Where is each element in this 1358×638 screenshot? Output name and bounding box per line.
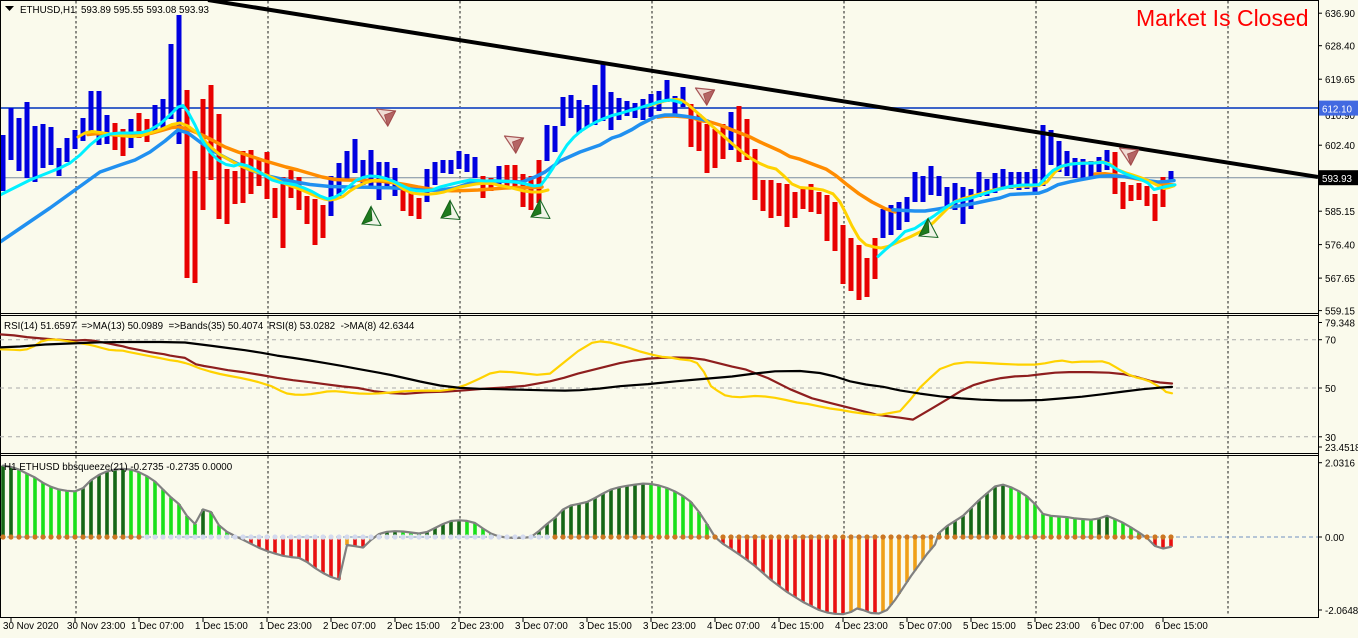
svg-text:1 Dec 23:00: 1 Dec 23:00 [259, 621, 312, 632]
svg-text:1 Dec 15:00: 1 Dec 15:00 [195, 621, 248, 632]
svg-text:70: 70 [1325, 336, 1336, 347]
svg-text:2 Dec 07:00: 2 Dec 07:00 [323, 621, 376, 632]
svg-text:-2.0648: -2.0648 [1325, 606, 1358, 617]
svg-text:5 Dec 07:00: 5 Dec 07:00 [899, 621, 952, 632]
svg-text:602.40: 602.40 [1325, 141, 1356, 152]
svg-text:2 Dec 15:00: 2 Dec 15:00 [387, 621, 440, 632]
svg-text:567.65: 567.65 [1325, 274, 1356, 285]
svg-text:636.90: 636.90 [1325, 9, 1356, 20]
svg-text:628.40: 628.40 [1325, 42, 1356, 53]
svg-text:4 Dec 07:00: 4 Dec 07:00 [707, 621, 760, 632]
svg-text:6 Dec 07:00: 6 Dec 07:00 [1091, 621, 1144, 632]
svg-text:610.90: 610.90 [1325, 111, 1356, 122]
svg-text:79.348: 79.348 [1325, 319, 1356, 330]
svg-text:1 Dec 07:00: 1 Dec 07:00 [131, 621, 184, 632]
svg-text:2.0316: 2.0316 [1325, 459, 1356, 470]
svg-text:5 Dec 23:00: 5 Dec 23:00 [1027, 621, 1080, 632]
svg-text:4 Dec 15:00: 4 Dec 15:00 [771, 621, 824, 632]
svg-text:30 Nov 23:00: 30 Nov 23:00 [67, 621, 126, 632]
svg-text:ETHUSD,H1 593.89 595.55 593.0: ETHUSD,H1 593.89 595.55 593.08 593.93 [20, 5, 210, 16]
svg-text:559.15: 559.15 [1325, 307, 1356, 318]
svg-text:5 Dec 15:00: 5 Dec 15:00 [963, 621, 1016, 632]
svg-text:50: 50 [1325, 384, 1336, 395]
svg-text:30: 30 [1325, 433, 1336, 444]
svg-text:H1 ETHUSD bbsqueeze(21) -0.273: H1 ETHUSD bbsqueeze(21) -0.2735 -0.2735 … [4, 462, 233, 473]
svg-text:23.4518: 23.4518 [1325, 443, 1358, 454]
svg-text:593.93: 593.93 [1322, 174, 1353, 185]
svg-text:Market Is Closed: Market Is Closed [1136, 5, 1309, 31]
svg-text:585.15: 585.15 [1325, 207, 1356, 218]
svg-text:2 Dec 23:00: 2 Dec 23:00 [451, 621, 504, 632]
svg-text:4 Dec 23:00: 4 Dec 23:00 [835, 621, 888, 632]
svg-text:3 Dec 15:00: 3 Dec 15:00 [579, 621, 632, 632]
svg-text:30 Nov 2020: 30 Nov 2020 [3, 621, 59, 632]
svg-text:RSI(14) 51.6597 =>MA(13) 50.0: RSI(14) 51.6597 =>MA(13) 50.0989 =>Bands… [4, 321, 415, 332]
svg-text:3 Dec 07:00: 3 Dec 07:00 [515, 621, 568, 632]
svg-text:612.10: 612.10 [1322, 104, 1353, 115]
svg-text:576.40: 576.40 [1325, 241, 1356, 252]
svg-text:6 Dec 15:00: 6 Dec 15:00 [1155, 621, 1208, 632]
svg-text:3 Dec 23:00: 3 Dec 23:00 [643, 621, 696, 632]
svg-text:0.00: 0.00 [1325, 533, 1345, 544]
svg-text:619.65: 619.65 [1325, 75, 1356, 86]
